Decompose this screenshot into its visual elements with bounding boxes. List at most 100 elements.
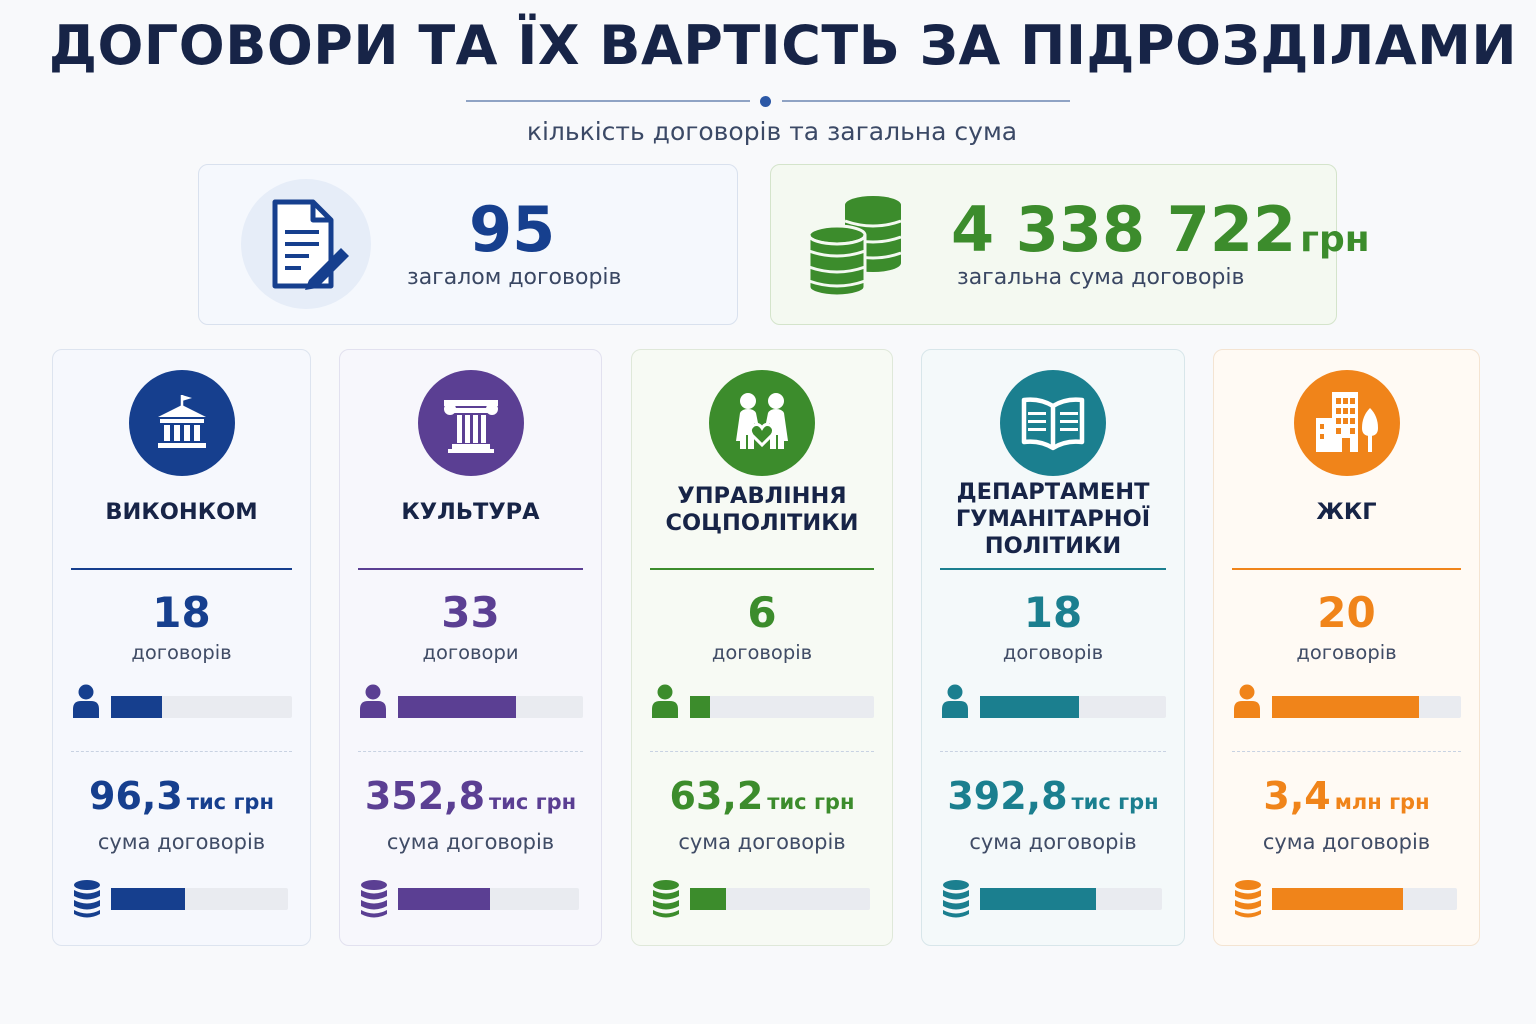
person-icon <box>652 684 678 718</box>
contract-count-bar-fill <box>111 696 162 718</box>
person-icon <box>360 684 386 718</box>
contract-amount-bar <box>690 888 870 910</box>
database-stack-icon <box>361 880 387 918</box>
contract-count-bar-fill <box>1272 696 1420 718</box>
total-contracts-label: загалом договорів <box>407 265 622 290</box>
contract-amount: 3,4 млн грн <box>1214 774 1479 818</box>
contract-amount-value: 352,8 <box>364 774 486 818</box>
contract-amount-value: 392,8 <box>947 774 1068 818</box>
total-amount-label: загальна сума договорів <box>957 265 1245 290</box>
contract-count-bar <box>690 696 874 718</box>
person-icon <box>942 684 968 718</box>
title-divider-dot <box>760 96 771 107</box>
contract-amount-bar-fill <box>690 888 726 910</box>
contract-count-bar-fill <box>690 696 711 718</box>
contract-amount-label: сума договорів <box>97 830 266 854</box>
contract-amount-unit: млн грн <box>1334 790 1430 814</box>
contract-amount-label: сума договорів <box>969 830 1137 854</box>
section-separator <box>650 751 874 752</box>
database-stack-icon <box>943 880 969 918</box>
department-card-1: ВИКОНКОМ 18 договорів 96,3 тис грн сума д… <box>52 349 311 946</box>
total-amount-number: 4 338 722 <box>951 193 1297 266</box>
contract-count: 33 <box>441 588 500 637</box>
contract-count-label: договорів <box>131 641 232 664</box>
contract-count-bar <box>1272 696 1461 718</box>
contract-amount-bar <box>1272 888 1457 910</box>
department-card-3: УПРАВЛІННЯ СОЦПОЛІТИКИ 6 договорів 63,2 т… <box>631 349 893 946</box>
contract-amount-unit: тис грн <box>186 790 274 814</box>
column-badge <box>417 370 524 476</box>
total-contracts-value: 95 <box>469 193 556 266</box>
department-divider <box>650 568 874 570</box>
department-divider <box>940 568 1166 570</box>
contract-count: 18 <box>1023 588 1083 637</box>
contract-amount-bar <box>398 888 579 910</box>
contract-count-bar <box>398 696 583 718</box>
open-book-badge <box>1000 370 1106 476</box>
contract-amount-unit: тис грн <box>489 790 577 814</box>
document-pen-icon <box>241 179 371 309</box>
section-separator <box>940 751 1166 752</box>
contract-amount: 96,3 тис грн <box>53 774 310 818</box>
column-icon <box>443 400 498 453</box>
department-divider <box>1232 568 1461 570</box>
department-card-2: КУЛЬТУРА 33 договори 352,8 тис грн сума д… <box>339 349 602 946</box>
section-separator <box>71 751 292 752</box>
title-divider-right <box>782 100 1070 102</box>
contract-count-bar <box>980 696 1166 718</box>
person-icon <box>73 684 99 718</box>
contract-count-label: договорів <box>711 641 813 664</box>
contract-amount: 63,2 тис грн <box>632 774 892 818</box>
coins-stack-icon <box>807 196 902 298</box>
contract-count-label: договорів <box>1296 641 1397 664</box>
department-card-4: ДЕПАРТАМЕНТ ГУМАНІТАРНОЇ ПОЛІТИКИ 18 дог… <box>921 349 1185 946</box>
contract-count: 6 <box>747 588 777 637</box>
department-name: ДЕПАРТАМЕНТ ГУМАНІТАРНОЇ ПОЛІТИКИ <box>955 479 1151 559</box>
family-heart-icon <box>736 393 788 449</box>
contract-amount-value: 3,4 <box>1263 774 1331 818</box>
contract-amount-value: 63,2 <box>669 774 764 818</box>
contract-amount-bar-fill <box>1272 888 1404 910</box>
open-book-icon <box>1021 397 1085 451</box>
department-name: ВИКОНКОМ <box>105 499 258 525</box>
title-divider-left <box>466 100 750 102</box>
contract-amount: 392,8 тис грн <box>922 774 1184 818</box>
contract-amount-bar <box>980 888 1162 910</box>
government-building-badge <box>128 370 235 476</box>
total-amount-card: 4 338 722 грн загальна сума договорів <box>770 164 1370 325</box>
contract-count-label: договорів <box>1002 641 1104 664</box>
department-name: УПРАВЛІННЯ СОЦПОЛІТИКИ <box>665 483 859 536</box>
total-amount-unit: грн <box>1300 219 1370 260</box>
city-buildings-icon <box>1315 392 1378 452</box>
department-card-5: ЖКГ 20 договорів 3,4 млн грн сума договор… <box>1213 349 1480 946</box>
person-icon <box>1234 684 1260 718</box>
contract-amount-bar-fill <box>111 888 186 910</box>
page-title: ДОГОВОРИ ТА ЇХ ВАРТІСТЬ ЗА ПІДРОЗДІЛАМИ <box>48 14 1518 77</box>
database-stack-icon <box>653 880 679 918</box>
contract-amount-bar-fill <box>980 888 1097 910</box>
contract-amount-label: сума договорів <box>678 830 846 854</box>
contract-amount-label: сума договорів <box>386 830 555 854</box>
section-separator <box>358 751 583 752</box>
contract-count-bar <box>111 696 292 718</box>
section-separator <box>1232 751 1461 752</box>
contract-amount-bar-fill <box>398 888 491 910</box>
contract-count: 18 <box>152 588 211 637</box>
contract-amount: 352,8 тис грн <box>340 774 601 818</box>
contract-count-label: договори <box>422 641 519 664</box>
database-stack-icon <box>74 880 100 918</box>
contract-count-bar-fill <box>398 696 517 718</box>
department-divider <box>71 568 292 570</box>
city-buildings-badge <box>1293 370 1400 476</box>
page-subtitle: кількість договорів та загальна сума <box>526 117 1018 146</box>
government-building-icon <box>157 395 206 448</box>
total-contracts-card: 95 загалом договорів <box>198 164 738 325</box>
department-name: КУЛЬТУРА <box>401 499 540 525</box>
database-stack-icon <box>1235 880 1261 918</box>
contract-amount-label: сума договорів <box>1262 830 1431 854</box>
contract-amount-bar <box>111 888 288 910</box>
total-amount-value: 4 338 722 грн <box>951 193 1370 266</box>
contract-amount-unit: тис грн <box>1071 790 1159 814</box>
contract-count-bar-fill <box>980 696 1079 718</box>
family-heart-badge <box>709 370 815 476</box>
